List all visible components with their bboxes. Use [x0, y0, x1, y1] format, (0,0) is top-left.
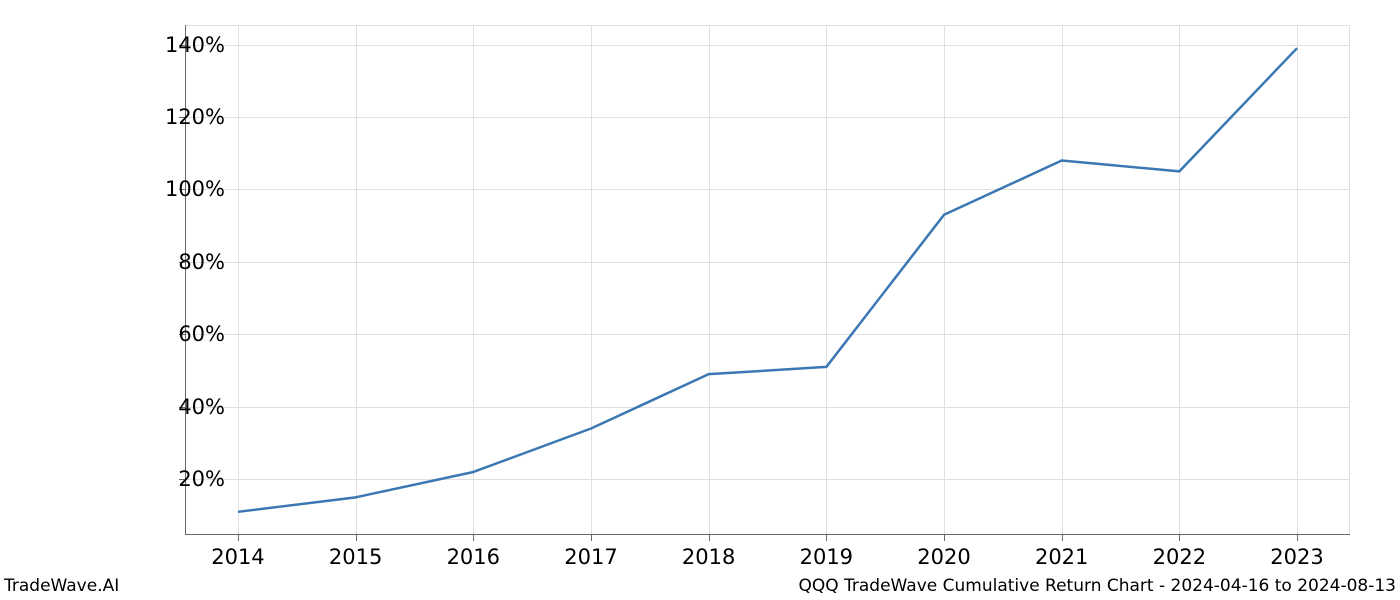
x-tick-mark [709, 535, 710, 541]
x-tick-mark [1179, 535, 1180, 541]
y-axis-line [185, 25, 186, 535]
x-tick-mark [591, 535, 592, 541]
y-tick-label: 40% [178, 395, 225, 419]
x-tick-label: 2022 [1153, 545, 1206, 569]
chart-plot-area [185, 25, 1350, 535]
y-tick-label: 140% [165, 33, 225, 57]
x-tick-label: 2018 [682, 545, 735, 569]
x-tick-mark [473, 535, 474, 541]
x-tick-label: 2020 [917, 545, 970, 569]
x-tick-label: 2017 [564, 545, 617, 569]
x-tick-label: 2019 [800, 545, 853, 569]
return-line [238, 48, 1297, 512]
line-series [185, 25, 1350, 535]
x-tick-label: 2016 [447, 545, 500, 569]
y-tick-label: 120% [165, 105, 225, 129]
y-tick-label: 80% [178, 250, 225, 274]
x-tick-mark [944, 535, 945, 541]
footer-caption: QQQ TradeWave Cumulative Return Chart - … [798, 576, 1396, 596]
y-tick-label: 100% [165, 177, 225, 201]
x-tick-mark [356, 535, 357, 541]
y-tick-label: 20% [178, 467, 225, 491]
y-tick-label: 60% [178, 322, 225, 346]
footer-brand: TradeWave.AI [4, 576, 119, 596]
x-tick-label: 2014 [211, 545, 264, 569]
x-tick-mark [1297, 535, 1298, 541]
x-tick-mark [826, 535, 827, 541]
x-tick-label: 2023 [1270, 545, 1323, 569]
x-axis-line [185, 534, 1350, 535]
x-tick-label: 2015 [329, 545, 382, 569]
x-tick-label: 2021 [1035, 545, 1088, 569]
x-tick-mark [1062, 535, 1063, 541]
x-tick-mark [238, 535, 239, 541]
